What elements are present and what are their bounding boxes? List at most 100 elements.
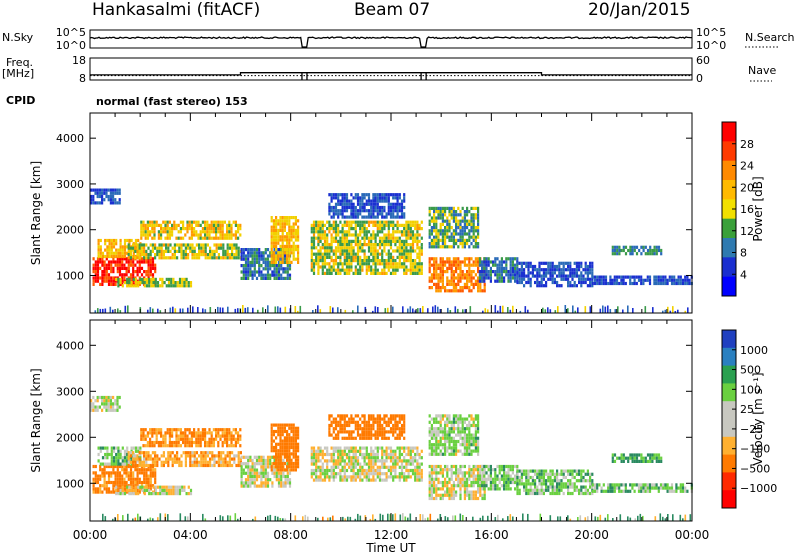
velocity-cell [103,471,106,475]
power-cell [472,263,475,267]
velocity-cell [215,437,218,441]
power-cell [222,256,225,260]
power-cell [367,243,371,247]
power-cell [142,220,145,224]
power-cell [437,235,440,239]
velocity-cell [204,428,207,432]
power-cell [500,279,503,283]
velocity-cell [281,461,284,466]
velocity-cell [280,474,283,479]
power-cell [352,212,355,216]
power-cell [275,276,278,280]
velocity-cell [228,444,231,448]
velocity-cell [163,492,166,496]
velocity-cell [334,465,338,469]
power-cell [158,243,161,247]
power-cell [487,276,490,280]
velocity-cell [272,429,275,434]
velocity-cell [242,462,245,466]
velocity-cell [159,492,162,496]
power-cell [97,242,100,246]
power-cell [507,270,510,274]
velocity-cell [204,454,207,458]
power-cell [341,230,344,234]
power-cell [337,193,340,197]
velocity-cell [339,449,342,453]
velocity-cell [132,488,135,492]
velocity-cell [200,463,203,468]
power-cell [463,232,466,236]
velocity-cell [363,456,366,460]
velocity-cell [167,463,170,468]
power-cell [190,236,193,240]
velocity-cell [183,485,186,489]
velocity-cell [294,449,297,453]
power-cell [437,266,440,270]
power-cell [198,249,201,253]
velocity-cell [97,452,100,457]
power-cell [463,219,466,223]
power-cell [466,270,469,274]
power-cell [226,230,229,234]
velocity-cell [232,444,235,448]
velocity-cell [249,465,252,469]
power-cell [228,230,231,234]
power-cell [288,276,292,280]
power-cell [226,253,229,257]
power-cell [129,246,132,250]
power-cell [472,232,475,236]
power-cell [118,188,121,192]
power-cell [134,284,138,288]
power-cell [567,264,570,269]
power-cell [407,223,410,227]
velocity-cell [385,420,388,424]
power-cell [367,223,371,227]
power-cell [266,264,270,268]
velocity-cell [220,457,223,461]
power-cell [527,261,530,265]
power-cell [173,223,176,227]
power-cell [560,277,563,281]
velocity-cell [273,471,276,475]
velocity-cell [211,457,214,461]
velocity-cell [134,488,138,492]
velocity-cell [141,488,144,492]
power-cell [242,273,245,277]
power-cell [452,238,455,242]
velocity-cell [200,460,203,464]
power-cell [463,229,466,233]
velocity-cell [403,475,406,479]
velocity-cell [220,454,223,458]
power-cell [166,230,169,234]
velocity-cell [266,458,270,463]
velocity-cell [385,414,388,418]
velocity-cell [356,468,360,473]
power-cell [433,213,436,217]
power-cell [176,281,179,285]
power-cell [430,242,433,246]
power-cell [363,233,366,237]
power-cell [165,249,168,253]
power-cell [348,252,351,256]
power-cell [297,232,300,236]
power-cell [363,255,366,259]
power-cell [582,277,585,281]
power-cell [452,279,455,283]
velocity-cell [317,478,320,482]
power-cell [520,261,523,265]
power-cell [114,191,117,195]
power-cell [103,279,106,283]
power-cell [280,276,283,280]
power-cell [283,222,286,226]
power-cell [385,243,388,247]
power-cell [112,188,115,192]
velocity-cell [350,475,353,479]
power-cell [221,223,224,227]
power-cell [182,253,185,257]
power-cell [470,235,473,239]
velocity-cell [170,492,173,496]
velocity-cell [403,414,406,418]
power-cell [341,252,344,256]
power-cell [286,276,289,280]
power-cell [428,206,431,210]
